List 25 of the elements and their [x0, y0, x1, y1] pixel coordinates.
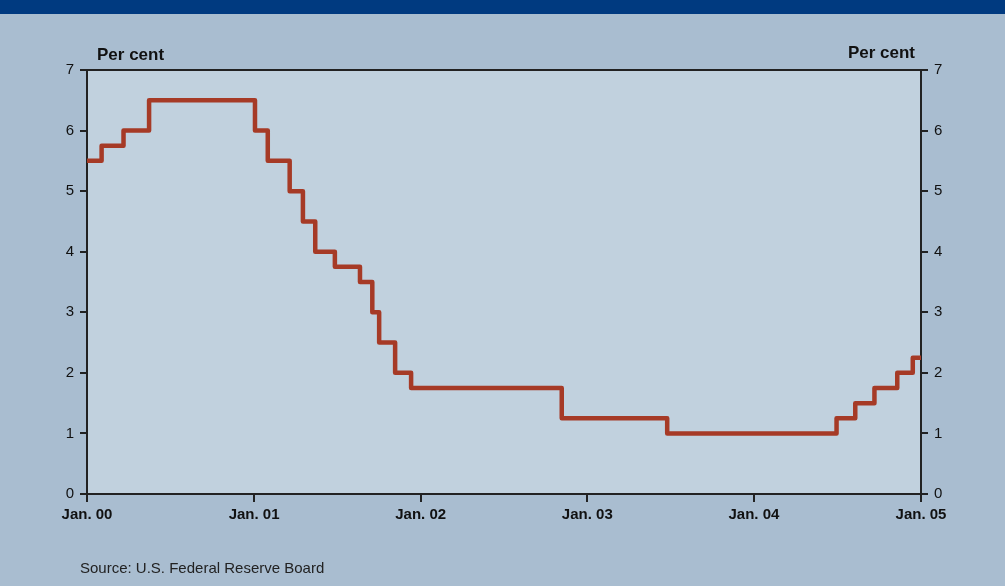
y2-tick-label: 7 [934, 60, 943, 78]
y2-tick-label: 1 [934, 423, 943, 441]
x-tick-label: Jan. 01 [228, 505, 280, 523]
x-tick-label: Jan. 03 [561, 505, 613, 523]
y2-tick-label: 6 [934, 120, 943, 138]
y-tick-label: 5 [65, 181, 74, 199]
y-tick-label: 6 [65, 120, 74, 138]
y2-tick-label: 5 [934, 181, 943, 199]
y2-tick-label: 0 [934, 484, 943, 502]
y-axis-title: Per cent [97, 45, 165, 65]
y-tick-label: 4 [65, 241, 74, 259]
source-note: Source: U.S. Federal Reserve Board [80, 558, 325, 576]
y-tick-label: 3 [65, 302, 74, 320]
y2-axis-title: Per cent [847, 43, 916, 63]
x-tick-label: Jan. 02 [395, 505, 447, 523]
y2-tick-label: 2 [934, 363, 943, 380]
x-tick-label: Jan. 05 [895, 505, 947, 523]
y-tick-label: 2 [65, 363, 74, 380]
x-tick-label: Jan. 04 [728, 505, 781, 523]
x-tick-label: Jan. 00 [61, 505, 113, 523]
y2-tick-label: 3 [934, 302, 943, 320]
y-tick-label: 1 [65, 423, 74, 441]
y2-tick-label: 4 [934, 241, 943, 259]
y-tick-label: 0 [65, 484, 74, 502]
y-tick-label: 7 [65, 60, 74, 78]
